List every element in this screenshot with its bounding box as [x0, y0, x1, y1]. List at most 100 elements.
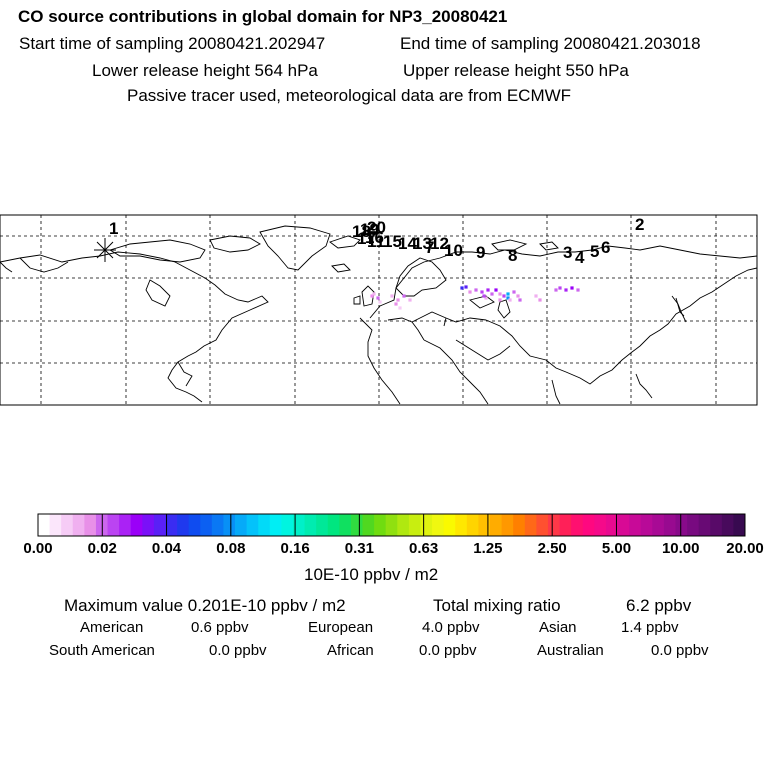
plume-cell: [564, 288, 568, 292]
region-value: 0.0 ppbv: [419, 642, 477, 659]
plume-cell: [538, 298, 542, 302]
colorbar-segment: [733, 514, 746, 536]
plume-cell: [376, 296, 380, 300]
plume-cell: [576, 288, 580, 292]
max-value-label: Maximum value 0.201E-10 ppbv / m2: [64, 596, 346, 615]
colorbar-segment: [107, 514, 120, 536]
plume-cell: [372, 292, 376, 296]
colorbar-tick-label: 0.04: [151, 540, 182, 557]
region-value: 1.4 ppbv: [621, 619, 679, 636]
colorbar-segment: [119, 514, 132, 536]
colorbar-unit: 10E-10 ppbv / m2: [304, 565, 439, 584]
region-value: 0.0 ppbv: [651, 642, 709, 659]
colorbar-segment: [304, 514, 317, 536]
map-graticule: [0, 215, 757, 405]
colorbar-tick-label: 1.25: [473, 540, 503, 557]
start-time-label: Start time of sampling 20080421.202947: [19, 34, 326, 53]
colorbar-segment: [721, 514, 734, 536]
track-label: 1: [109, 219, 118, 238]
plume-cell: [486, 288, 490, 292]
plume-cell: [468, 290, 472, 294]
colorbar-segment: [362, 514, 375, 536]
track-label: 3: [563, 243, 572, 262]
region-name: African: [327, 642, 374, 659]
colorbar-segment: [490, 514, 503, 536]
colorbar-segment: [246, 514, 259, 536]
plume-cell: [460, 286, 464, 290]
colorbar-segment: [269, 514, 282, 536]
colorbar-tick-label: 0.08: [216, 540, 246, 557]
plume-cell: [490, 292, 494, 296]
plume-cell: [474, 288, 478, 292]
colorbar-segment: [571, 514, 584, 536]
region-name: Australian: [537, 642, 604, 659]
region-name: Asian: [539, 619, 577, 636]
colorbar-segment: [652, 514, 665, 536]
track-label: 12: [430, 234, 449, 253]
coastlines: [0, 225, 758, 405]
plume-cell: [570, 286, 574, 290]
track-label: 20: [367, 218, 386, 237]
colorbar-segment: [408, 514, 421, 536]
region-name: European: [308, 619, 374, 636]
plume-cell: [506, 292, 510, 296]
colorbar-segment: [687, 514, 700, 536]
plume-cell: [396, 298, 400, 302]
plume-cell: [498, 292, 502, 296]
total-mixing-label: Total mixing ratio: [433, 596, 561, 615]
colorbar-tick-label: 20.00: [726, 540, 764, 557]
plume-cell: [516, 294, 520, 298]
colorbar-segment: [292, 514, 305, 536]
colorbar-segment: [466, 514, 479, 536]
track-label: 18: [352, 222, 371, 241]
colorbar-segment: [200, 514, 213, 536]
region-name: South American: [49, 642, 155, 659]
colorbar-segment: [478, 514, 491, 536]
colorbar-segment: [547, 514, 560, 536]
colorbar-segment: [84, 514, 97, 536]
colorbar-tick-label: 10.00: [661, 540, 700, 557]
colorbar-tick-label: 0.02: [87, 540, 117, 557]
plume-cell: [484, 296, 488, 300]
colorbar-segment: [605, 514, 618, 536]
plume-cell: [378, 300, 382, 304]
colorbar-segment: [165, 514, 178, 536]
colorbar-segment: [629, 514, 642, 536]
colorbar-segment: [72, 514, 85, 536]
colorbar-segment: [130, 514, 143, 536]
colorbar-segment: [258, 514, 271, 536]
plume-cell: [390, 294, 394, 298]
total-mixing-value: 6.2 ppbv: [626, 596, 692, 615]
colorbar-segment: [420, 514, 433, 536]
plume-cell: [502, 294, 506, 298]
track-label: 9: [476, 243, 485, 262]
release-point-star: [94, 238, 116, 262]
colorbar-segment: [316, 514, 329, 536]
colorbar-tick-label: 0.31: [344, 540, 374, 557]
colorbar-segment: [698, 514, 711, 536]
colorbar-segment: [617, 514, 630, 536]
colorbar-segment: [38, 514, 50, 536]
track-label: 6: [601, 238, 610, 257]
track-label: 5: [590, 242, 599, 261]
colorbar-segment: [350, 514, 363, 536]
region-value: 0.6 ppbv: [191, 619, 249, 636]
colorbar-frame: [37, 513, 746, 537]
track-label: 16: [365, 228, 384, 247]
track-label: 11: [367, 232, 385, 251]
colorbar-tick-label: 2.50: [537, 540, 567, 557]
track-label: 7: [425, 238, 434, 257]
colorbar-segment: [594, 514, 607, 536]
end-time-label: End time of sampling 20080421.203018: [400, 34, 701, 53]
colorbar-segment: [61, 514, 74, 536]
colorbar-segment: [339, 514, 352, 536]
plume-cell: [482, 294, 486, 298]
colorbar-segment: [235, 514, 248, 536]
plume-cell: [558, 286, 562, 290]
plume-cell: [508, 298, 512, 302]
track-label: 10: [444, 241, 463, 260]
colorbar-segment: [432, 514, 445, 536]
track-label: 19: [360, 220, 379, 239]
plume-cell: [398, 306, 402, 310]
